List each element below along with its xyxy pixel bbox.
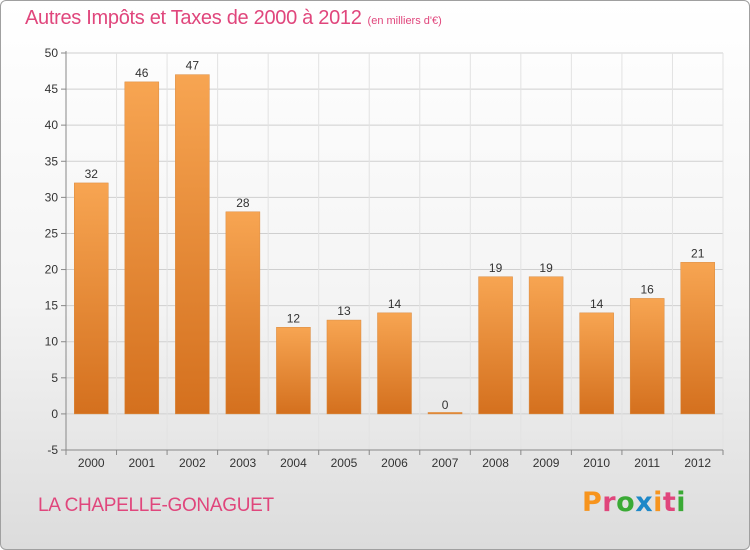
x-tick-label-2009: 2009 (533, 456, 560, 470)
bar-2004 (276, 327, 311, 415)
logo-letter: t (662, 487, 677, 518)
bar-2010 (579, 312, 614, 415)
value-label-2008: 19 (489, 261, 503, 275)
bar-2006 (377, 312, 412, 415)
x-tick-label-2012: 2012 (684, 456, 711, 470)
value-label-2012: 21 (691, 246, 705, 260)
y-tick-label: 5 (51, 371, 58, 385)
y-tick-label: 50 (45, 46, 59, 60)
x-tick-label-2000: 2000 (78, 456, 105, 470)
logo-letter: r (602, 487, 617, 518)
chart-title: Autres Impôts et Taxes de 2000 à 2012 (25, 7, 362, 29)
value-label-2003: 28 (236, 196, 250, 210)
value-label-2005: 13 (337, 304, 351, 318)
bar-2009 (528, 276, 564, 415)
y-tick-label: 40 (45, 118, 59, 132)
value-label-2001: 46 (135, 66, 149, 80)
value-label-2007: 0 (442, 398, 449, 412)
bar-2008 (478, 276, 513, 415)
bar-2011 (629, 298, 665, 415)
x-tick-label-2002: 2002 (179, 456, 206, 470)
y-tick-label: 45 (45, 82, 59, 96)
value-label-2002: 47 (186, 59, 200, 73)
chart-unit: (en milliers d'€) (367, 15, 442, 27)
value-label-2011: 16 (641, 282, 655, 296)
value-label-2004: 12 (287, 311, 301, 325)
logo-letter: x (635, 487, 654, 518)
y-tick-label: 35 (45, 154, 59, 168)
bar-2001 (124, 81, 160, 415)
x-tick-label-2011: 2011 (634, 456, 660, 470)
commune-name: LA CHAPELLE-GONAGUET (38, 495, 274, 516)
x-tick-label-2004: 2004 (280, 456, 307, 470)
x-tick-label-2007: 2007 (432, 456, 459, 470)
proxiti-logo: Proxiti (582, 487, 686, 518)
x-tick-label-2003: 2003 (230, 456, 257, 470)
x-tick-label-2008: 2008 (482, 456, 509, 470)
logo-letter: o (616, 487, 636, 518)
bar-2000 (74, 182, 109, 415)
bar-2007 (427, 412, 463, 415)
bar-2005 (326, 319, 362, 415)
x-tick-label-2010: 2010 (583, 456, 610, 470)
y-tick-label: 20 (45, 263, 59, 277)
y-tick-label: 25 (45, 226, 59, 240)
logo-letter: P (582, 487, 603, 518)
y-tick-label: 0 (51, 407, 58, 421)
y-tick-label: 30 (45, 190, 59, 204)
bar-2002 (175, 74, 210, 415)
bar-2003 (225, 211, 261, 415)
value-label-2010: 14 (590, 297, 604, 311)
axes (61, 51, 724, 455)
logo-letter: i (676, 487, 687, 518)
x-tick-label-2005: 2005 (331, 456, 358, 470)
labels: -5 0 5 10 15 20 25 30 35 40 45 50 32 2000 46 2001 47 2002… (45, 46, 712, 470)
bar-2012 (680, 262, 715, 415)
value-label-2000: 32 (85, 167, 99, 181)
y-tick-label: 10 (45, 335, 59, 349)
logo-letter: i (653, 487, 663, 518)
value-label-2006: 14 (388, 297, 402, 311)
x-tick-label-2006: 2006 (381, 456, 408, 470)
bars (74, 74, 715, 415)
y-tick-label: 15 (45, 299, 59, 313)
title-block: Autres Impôts et Taxes de 2000 à 2012 (en… (25, 7, 442, 30)
value-label-2009: 19 (539, 261, 553, 275)
x-tick-label-2001: 2001 (128, 456, 155, 470)
y-tick-label: -5 (47, 443, 58, 457)
